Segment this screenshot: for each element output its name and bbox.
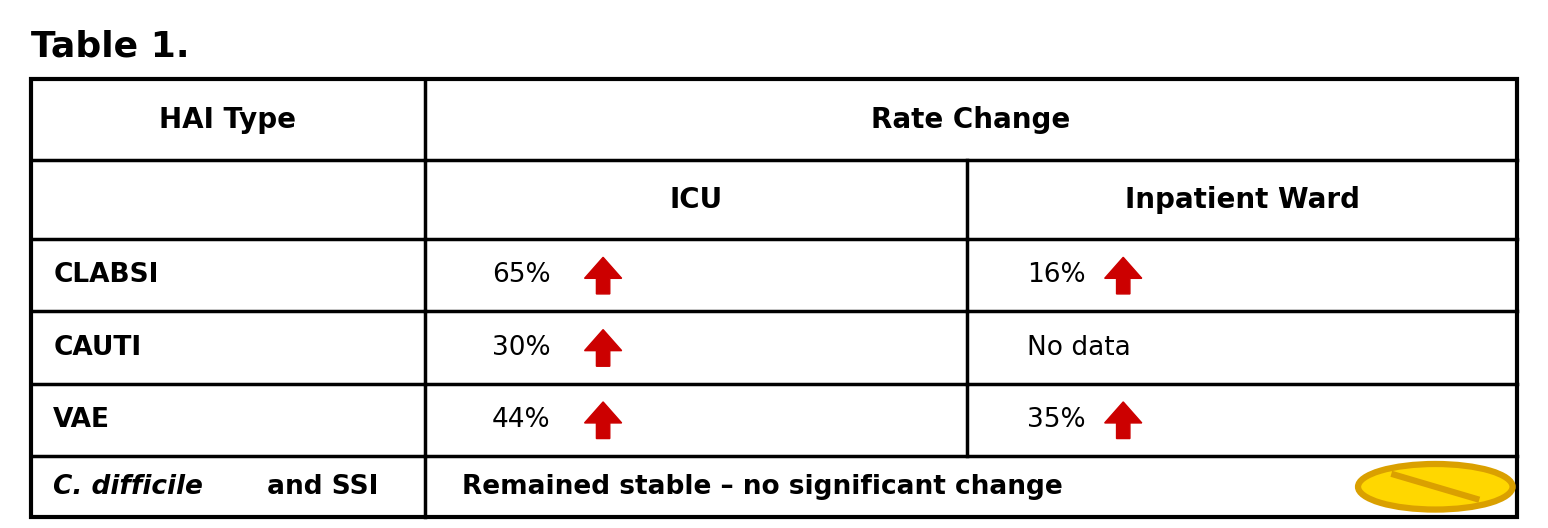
Text: 44%: 44% (492, 407, 550, 433)
FancyArrow shape (585, 257, 622, 294)
Text: CLABSI: CLABSI (53, 262, 158, 288)
Circle shape (1358, 464, 1512, 510)
Text: ICU: ICU (669, 186, 723, 214)
Text: C. difficile: C. difficile (53, 474, 203, 500)
Text: Rate Change: Rate Change (872, 106, 1071, 134)
Text: Remained stable – no significant change: Remained stable – no significant change (461, 474, 1062, 500)
FancyArrow shape (585, 329, 622, 366)
Text: 65%: 65% (492, 262, 550, 288)
Text: and SSI: and SSI (259, 474, 379, 500)
Text: No data: No data (1026, 335, 1130, 361)
Text: 35%: 35% (1026, 407, 1085, 433)
FancyArrow shape (585, 402, 622, 439)
Text: Inpatient Ward: Inpatient Ward (1124, 186, 1359, 214)
Text: 30%: 30% (492, 335, 550, 361)
Text: Table 1.: Table 1. (31, 30, 189, 63)
Text: CAUTI: CAUTI (53, 335, 141, 361)
FancyArrow shape (1105, 257, 1142, 294)
Text: HAI Type: HAI Type (159, 106, 296, 134)
Text: 16%: 16% (1026, 262, 1085, 288)
Text: VAE: VAE (53, 407, 110, 433)
FancyArrow shape (1105, 402, 1142, 439)
